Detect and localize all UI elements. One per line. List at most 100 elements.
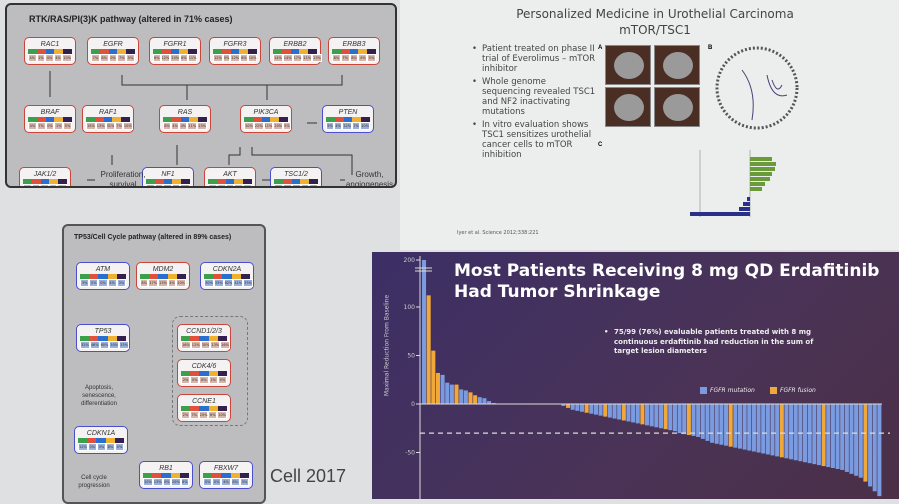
percent-cell: 8% (140, 279, 149, 287)
gene-node-mdm2: MDM2 8% 17% 13% 4% 10% (136, 262, 190, 290)
note-growth: Growth, angiogenesis (345, 170, 394, 188)
percent-cell: 8% (225, 184, 235, 186)
gene-name: PIK3CA (253, 109, 279, 116)
bar-8 (459, 389, 464, 404)
gene-name: RAC1 (40, 41, 60, 48)
percent-cell: 10% (122, 122, 133, 130)
bar-9 (463, 390, 468, 404)
percent-cell: 4% (243, 184, 252, 186)
percent-cell: 6% (153, 54, 161, 62)
cancer-type-colors (203, 473, 250, 478)
alteration-percentages: 12% 0% 0% 8% 0% (78, 443, 125, 451)
bar-90 (840, 404, 845, 470)
cancer-type-colors (204, 274, 251, 279)
gene-node-egfr: EGFR 7% 8% 0% 7% 5% (87, 37, 139, 65)
erdafitinib-waterfall-slide: Most Patients Receiving 8 mg QD Erdafiti… (372, 252, 899, 499)
bar-62 (710, 404, 715, 443)
bar-80 (793, 404, 798, 461)
percent-cell: 4% (171, 122, 180, 130)
cancer-type-colors (332, 49, 376, 54)
ct-scan-image (654, 45, 700, 85)
percent-cell: 10% (217, 411, 227, 419)
percent-cell: 7% (117, 54, 127, 62)
gene-node-atm: ATM 3% 0% 0% 4% 3% (76, 262, 130, 290)
gene-node-rac1: RAC1 4% 1% 4% 4% 10% (24, 37, 76, 65)
cancer-type-colors (23, 179, 67, 184)
percent-cell: 4% (167, 279, 177, 287)
percent-cell: 17% (292, 54, 303, 62)
percent-cell: 0% (216, 184, 226, 186)
bar-3 (435, 372, 440, 404)
alteration-percentages: 2% 0% 8% 2% 4% (208, 184, 252, 186)
percent-cell: 4% (163, 184, 172, 186)
bar-70 (747, 404, 752, 451)
percent-cell: 13% (210, 341, 221, 349)
percent-cell: 4% (221, 478, 231, 486)
bullet: In vitro evaluation shows TSC1 sensitize… (472, 120, 596, 160)
bar-61 (705, 404, 710, 441)
gene-name: FGFR1 (163, 41, 187, 48)
cell-line-bar-chart (690, 150, 776, 217)
percent-cell: 0% (222, 54, 231, 62)
percent-cell: 50% (109, 341, 120, 349)
gene-name: RB1 (159, 465, 173, 472)
percent-cell: 2% (181, 411, 190, 419)
bar-82 (803, 404, 808, 463)
bar-56 (682, 404, 687, 435)
percent-cell: 0% (171, 184, 181, 186)
percent-cell: 7% (352, 122, 361, 130)
percent-cell: 1% (36, 54, 46, 62)
alteration-percentages: 12% 0% 12% 6% 10% (213, 54, 258, 62)
bar-58 (691, 404, 696, 437)
alteration-percentages: 8% 4% 4% 11% 13% (163, 122, 207, 130)
cyclin-group (172, 316, 248, 426)
y-tick-label: 100 (404, 304, 416, 311)
cancer-type-colors (326, 117, 370, 122)
percent-cell: 5% (126, 54, 135, 62)
gene-node-akt: AKT 2% 0% 8% 2% 4% (204, 167, 256, 186)
cancer-type-colors (146, 179, 190, 184)
bar-66 (728, 404, 733, 447)
note-apoptosis: Apoptosis, senescence, differentiation (81, 385, 117, 407)
gene-node-cdkn1a: CDKN1A 12% 0% 0% 8% 0% (74, 426, 128, 454)
percent-cell: 30% (204, 279, 214, 287)
cancer-type-colors (181, 371, 228, 376)
alteration-percentages: 10% 22% 11% 20% 5% (244, 122, 291, 130)
percent-cell: 0% (96, 443, 106, 451)
cancer-type-colors (80, 336, 127, 341)
percent-cell: 10% (170, 54, 181, 62)
bar-34 (579, 404, 585, 412)
percent-cell: 10% (143, 478, 153, 486)
percent-cell: 7% (340, 54, 350, 62)
percent-cell: 8% (230, 478, 240, 486)
bar-74 (765, 404, 770, 455)
bar-45 (631, 404, 636, 423)
gene-name: NF1 (161, 171, 175, 178)
waterfall-plot: 200 100 50 0 -50 (404, 256, 890, 499)
bar-57 (686, 404, 691, 436)
bar-60 (700, 404, 705, 439)
gene-node-erbb2: ERBB2 14% 14% 17% 11% 13% (269, 37, 322, 65)
percent-cell: 11% (302, 54, 313, 62)
percent-cell: 5% (326, 122, 335, 130)
slide-bullets: Patient treated on phase II trial of Eve… (472, 44, 596, 163)
percent-cell: 1% (208, 376, 218, 384)
alteration-percentages: 8% 17% 13% 4% 10% (140, 279, 186, 287)
percent-cell: 32% (80, 341, 90, 349)
bar-6 (449, 384, 454, 404)
percent-cell: 16% (181, 341, 191, 349)
percent-cell: 2% (234, 184, 244, 186)
cancer-type-colors (28, 117, 72, 122)
ct-scan-image (605, 87, 651, 127)
bar-55 (677, 404, 682, 434)
gene-node-ras: RAS 8% 4% 4% 11% 13% (159, 105, 211, 133)
bar-47 (640, 404, 645, 425)
fig-label-a: A (598, 45, 603, 51)
gene-name: AKT (223, 171, 237, 178)
percent-cell: 0% (98, 279, 108, 287)
alteration-percentages: 7% 4% 0% 3% 10% (23, 184, 68, 186)
percent-cell: 0% (190, 376, 200, 384)
percent-cell: 13% (95, 122, 106, 130)
percent-cell: 13% (152, 478, 163, 486)
percent-cell: 7% (115, 122, 123, 130)
